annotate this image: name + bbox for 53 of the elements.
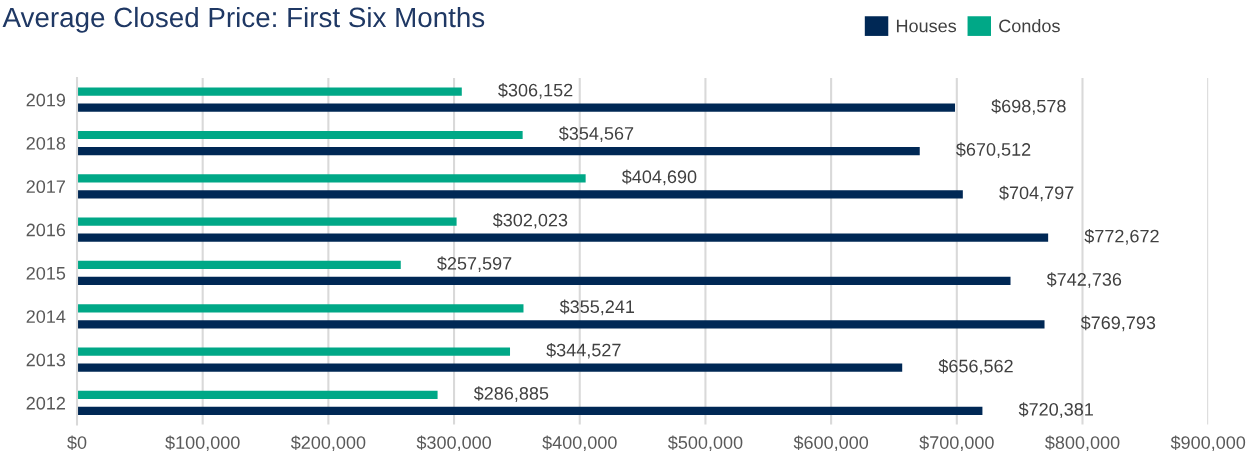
- data-label: $344,527: [546, 342, 621, 359]
- x-tick-label: $700,000: [919, 435, 994, 452]
- y-tick-label: 2012: [26, 396, 65, 410]
- data-label: $404,690: [621, 169, 697, 186]
- y-tick-label: 2016: [26, 223, 66, 237]
- bar: [77, 320, 1045, 329]
- chart-title: Average Closed Price: First Six Months: [2, 6, 485, 33]
- bar: [77, 390, 438, 400]
- y-tick-label: 2018: [26, 136, 66, 150]
- bar: [77, 103, 956, 112]
- data-label: $670,512: [956, 142, 1031, 158]
- bar: [77, 276, 1011, 286]
- bar: [77, 130, 523, 140]
- data-label: $302,023: [492, 212, 568, 229]
- bar: [77, 233, 1049, 242]
- x-tick-label: $300,000: [416, 435, 492, 452]
- x-tick-label: $800,000: [1045, 435, 1120, 452]
- data-label: $257,597: [437, 256, 512, 272]
- bar: [77, 174, 586, 183]
- bar: [77, 146, 920, 156]
- x-tick-label: $200,000: [290, 435, 366, 452]
- data-label: $720,381: [1018, 402, 1093, 418]
- bar: [77, 304, 524, 313]
- y-tick-label: 2015: [26, 266, 66, 280]
- y-tick-label: 2014: [26, 310, 66, 323]
- bar: [77, 87, 462, 96]
- bar: [77, 190, 963, 199]
- data-label: $286,885: [473, 386, 549, 402]
- data-label: $769,793: [1080, 315, 1156, 332]
- data-label: $306,152: [498, 82, 573, 99]
- x-tick-label: $400,000: [542, 435, 617, 452]
- y-tick-label: 2013: [26, 353, 66, 367]
- data-label: $355,241: [559, 299, 635, 316]
- y-tick-label: 2017: [26, 180, 65, 194]
- x-tick-label: $100,000: [165, 435, 240, 452]
- x-tick-label: $500,000: [667, 435, 743, 452]
- bar: [77, 406, 983, 416]
- data-label: $698,578: [991, 99, 1066, 115]
- x-tick-label: $900,000: [1170, 435, 1246, 452]
- bar: [77, 347, 511, 356]
- legend-label: Condos: [999, 19, 1060, 33]
- data-label: $704,797: [999, 185, 1074, 202]
- bar: [77, 260, 401, 270]
- x-tick-label: $0: [67, 435, 87, 451]
- x-tick-label: $600,000: [793, 435, 869, 452]
- bar: [77, 363, 903, 372]
- data-label: $772,672: [1084, 228, 1159, 245]
- data-label: $656,562: [938, 358, 1013, 375]
- data-label: $354,567: [558, 126, 634, 142]
- y-tick-label: 2019: [26, 93, 66, 107]
- legend-label: Houses: [896, 19, 957, 33]
- bar: [77, 217, 457, 226]
- data-label: $742,736: [1046, 272, 1122, 288]
